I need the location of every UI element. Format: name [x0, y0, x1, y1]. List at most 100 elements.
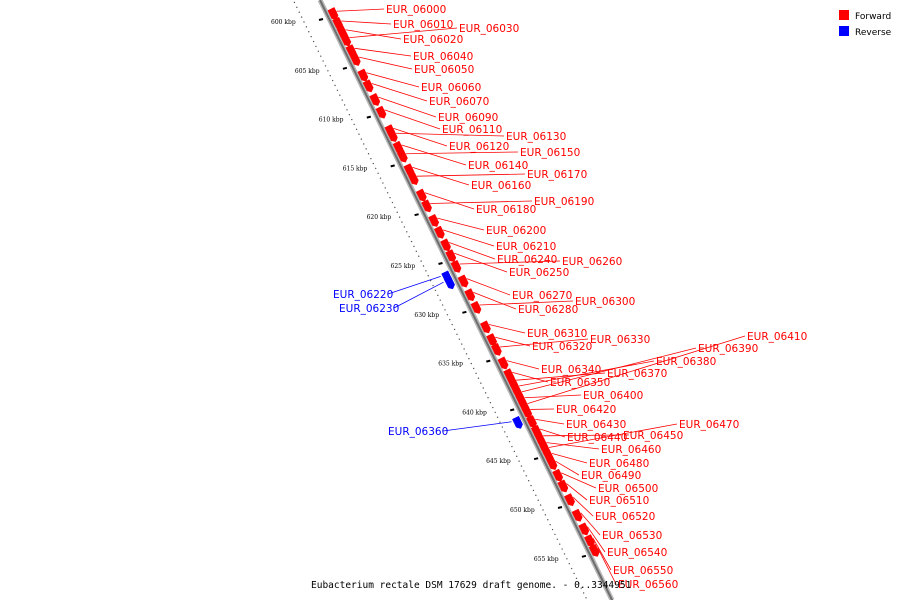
- forward-gene-leader: [345, 29, 402, 40]
- forward-gene-label: EUR_06420: [556, 404, 616, 416]
- ruler-tick: [414, 213, 419, 217]
- forward-gene-leader: [587, 526, 606, 553]
- ruler-dot: [458, 338, 461, 340]
- forward-gene-leader: [366, 72, 420, 88]
- forward-gene-leader: [449, 242, 496, 260]
- ruler-dot: [549, 523, 551, 526]
- forward-gene-leader: [506, 360, 540, 370]
- ruler-dot: [575, 577, 578, 580]
- ruler-dot: [398, 216, 401, 218]
- ruler-dot: [343, 104, 346, 106]
- ruler-tick-label: 640 kbp: [462, 409, 487, 416]
- legend-forward-label: Forward: [855, 12, 891, 22]
- ruler-dot: [465, 353, 468, 355]
- forward-gene-leader: [405, 151, 519, 155]
- forward-gene-label: EUR_06240: [497, 254, 557, 266]
- ruler-tick: [390, 164, 395, 168]
- ruler-dot: [561, 548, 563, 550]
- ruler-dot: [518, 460, 520, 462]
- ruler-tick: [581, 554, 587, 558]
- ruler-dot: [494, 411, 496, 414]
- forward-gene-leader: [437, 217, 485, 231]
- ruler-tick: [557, 506, 563, 509]
- forward-gene: [340, 33, 352, 47]
- ruler-dot: [504, 431, 506, 433]
- ruler-dot: [535, 494, 537, 497]
- ruler-dot: [482, 387, 484, 389]
- ruler-dot: [384, 187, 386, 189]
- forward-gene-label: EUR_06260: [562, 256, 622, 268]
- ruler-dot: [413, 245, 415, 248]
- ruler-tick-label: 620 kbp: [367, 214, 392, 221]
- ruler-dot: [310, 35, 312, 38]
- ruler-dot: [578, 582, 580, 584]
- ruler-tick-label: 615 kbp: [343, 165, 368, 172]
- forward-gene-label: EUR_06040: [413, 51, 473, 63]
- ruler-dot: [441, 304, 444, 306]
- forward-gene-label: EUR_06190: [534, 196, 594, 208]
- forward-gene-label: EUR_06140: [468, 160, 528, 172]
- ruler-dot: [418, 255, 420, 257]
- forward-gene-label: EUR_06120: [449, 141, 509, 153]
- forward-gene-leader: [424, 192, 475, 210]
- forward-gene-label: EUR_06370: [607, 368, 667, 380]
- ruler-dot: [511, 445, 513, 448]
- forward-gene: [396, 149, 408, 163]
- ruler-dot: [451, 323, 453, 326]
- forward-gene-leader: [358, 56, 413, 70]
- forward-gene-leader: [551, 452, 588, 464]
- forward-gene-label: EUR_06300: [575, 296, 635, 308]
- forward-gene: [546, 456, 558, 470]
- forward-gene: [480, 320, 491, 334]
- forward-gene-label: EUR_06340: [541, 364, 601, 376]
- forward-gene-leader: [580, 512, 601, 536]
- ruler-dot: [372, 162, 375, 165]
- forward-gene-label: EUR_06280: [518, 304, 578, 316]
- ruler-tick-label: 655 kbp: [534, 556, 559, 563]
- ruler-dot: [305, 26, 308, 28]
- forward-gene-label: EUR_06330: [590, 334, 650, 346]
- ruler-dot: [293, 1, 296, 4]
- forward-gene: [588, 543, 600, 557]
- ruler-dot: [446, 314, 449, 316]
- ruler-tick-label: 650 kbp: [510, 507, 535, 514]
- reverse-gene: [512, 415, 523, 429]
- forward-gene: [445, 249, 457, 263]
- forward-gene-leader: [393, 127, 448, 147]
- ruler-dot: [472, 367, 475, 370]
- forward-gene: [464, 288, 476, 302]
- reverse-gene-leader: [387, 275, 441, 295]
- ruler-dot: [559, 543, 561, 545]
- ruler-dot: [320, 55, 322, 57]
- ruler-dot: [475, 372, 477, 375]
- ruler-dot: [298, 11, 300, 13]
- ruler-dot: [530, 484, 532, 487]
- forward-gene-label: EUR_06050: [414, 64, 474, 76]
- forward-gene-leader: [416, 173, 526, 177]
- ruler-dot: [389, 196, 391, 199]
- reverse-gene-label: EUR_06360: [388, 426, 448, 438]
- forward-gene-leader: [516, 372, 606, 381]
- ruler-dot: [422, 265, 425, 267]
- ruler-dot: [580, 587, 582, 589]
- forward-gene: [457, 274, 469, 288]
- forward-gene-leader: [592, 538, 612, 571]
- ruler-dot: [303, 21, 305, 23]
- forward-gene-label: EUR_06320: [532, 341, 592, 353]
- forward-gene-leader: [430, 200, 533, 204]
- forward-gene: [369, 92, 381, 106]
- forward-gene-label: EUR_06510: [589, 495, 649, 507]
- ruler-dot: [358, 133, 360, 135]
- forward-gene: [470, 300, 482, 314]
- forward-gene-leader: [555, 460, 580, 476]
- ruler-dot: [568, 562, 570, 565]
- ruler-dot: [532, 489, 535, 492]
- ruler-dot: [527, 480, 530, 482]
- ruler-dot: [308, 31, 310, 33]
- forward-gene-leader: [499, 338, 589, 348]
- ruler-dot: [296, 6, 298, 9]
- reverse-gene-leader: [442, 421, 512, 432]
- ruler-dot: [480, 382, 482, 384]
- ruler-dot: [334, 84, 336, 87]
